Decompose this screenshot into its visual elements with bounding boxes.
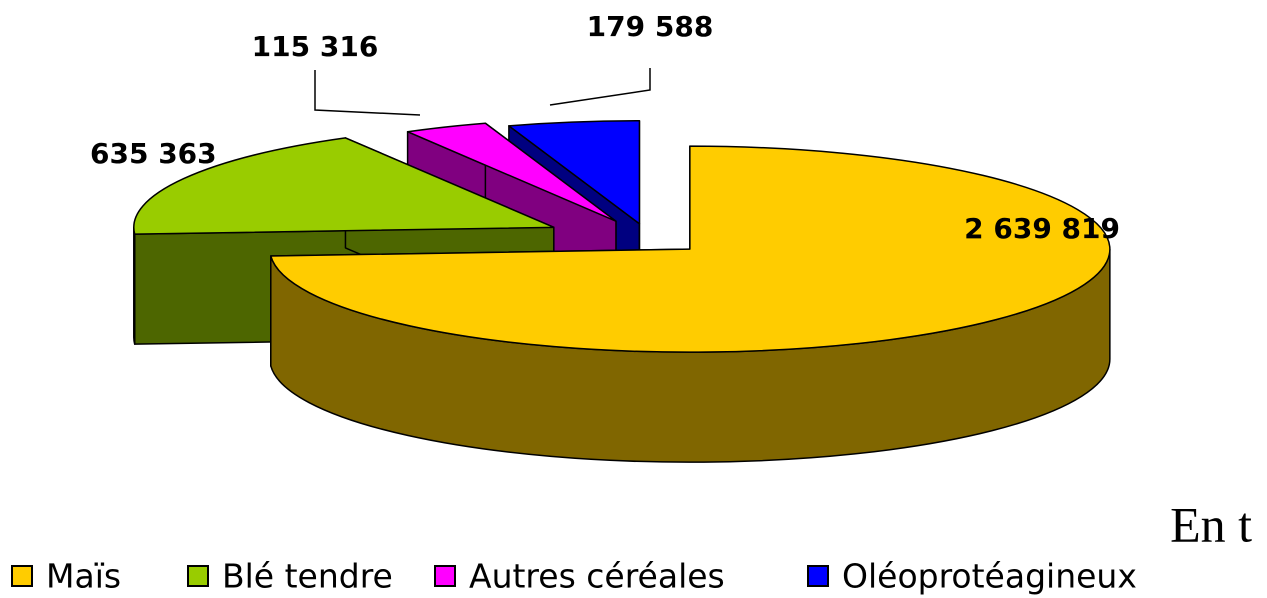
data-label: 115 316 xyxy=(252,30,379,63)
legend-swatch xyxy=(434,565,456,587)
slice-wall xyxy=(133,226,136,345)
legend-swatch xyxy=(11,565,33,587)
legend-swatch xyxy=(187,565,209,587)
legend-label: Blé tendre xyxy=(222,557,393,596)
slice-top xyxy=(270,145,1111,353)
data-label: 2 639 819 xyxy=(964,212,1120,245)
leader-line xyxy=(314,70,421,116)
leader-line xyxy=(549,68,651,106)
pie xyxy=(133,119,1111,463)
legend-label: Oléoprotéagineux xyxy=(842,557,1137,596)
annotation: En t xyxy=(1170,496,1252,552)
slice-top xyxy=(508,119,641,225)
data-label: 179 588 xyxy=(587,10,714,43)
slice-top xyxy=(133,137,555,235)
legend-label: Maïs xyxy=(46,557,121,596)
data-label: 635 363 xyxy=(90,137,217,170)
legend-label: Autres céréales xyxy=(469,557,725,596)
legend-swatch xyxy=(807,565,829,587)
slice-top xyxy=(406,122,617,222)
